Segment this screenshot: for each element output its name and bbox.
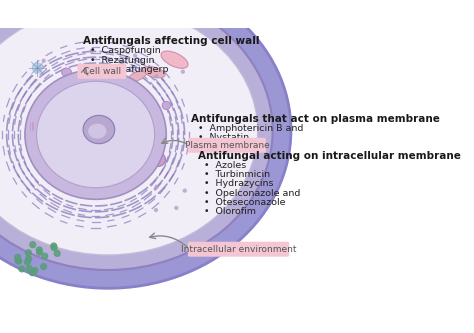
- Circle shape: [19, 266, 25, 272]
- Circle shape: [183, 189, 186, 192]
- FancyBboxPatch shape: [188, 242, 289, 257]
- Ellipse shape: [27, 119, 36, 134]
- Text: Intracellular environment: Intracellular environment: [181, 245, 296, 254]
- Circle shape: [26, 250, 31, 256]
- Text: •  Rezafungin: • Rezafungin: [90, 56, 154, 65]
- Ellipse shape: [150, 153, 165, 166]
- Text: •  Hydrazycins: • Hydrazycins: [204, 179, 274, 188]
- Text: •  Olorofim: • Olorofim: [204, 207, 256, 216]
- Ellipse shape: [0, 6, 258, 255]
- Ellipse shape: [162, 101, 171, 110]
- Circle shape: [175, 206, 178, 209]
- Circle shape: [134, 54, 137, 57]
- Circle shape: [155, 185, 158, 188]
- Ellipse shape: [25, 70, 166, 199]
- Circle shape: [36, 247, 42, 253]
- Circle shape: [42, 253, 48, 259]
- FancyBboxPatch shape: [188, 138, 266, 153]
- Circle shape: [32, 268, 38, 273]
- Ellipse shape: [62, 68, 72, 76]
- Ellipse shape: [88, 124, 106, 139]
- Ellipse shape: [143, 67, 165, 78]
- Text: •  Amphotericin B and: • Amphotericin B and: [198, 124, 303, 133]
- Text: •  Oteseconazole: • Oteseconazole: [204, 198, 286, 207]
- Text: Antifungals that act on plasma membrane: Antifungals that act on plasma membrane: [191, 114, 440, 124]
- Circle shape: [51, 243, 57, 249]
- Circle shape: [51, 245, 57, 251]
- Circle shape: [32, 63, 42, 73]
- Circle shape: [42, 59, 45, 62]
- Circle shape: [29, 270, 35, 276]
- FancyBboxPatch shape: [77, 64, 127, 79]
- Text: •  Caspofungin: • Caspofungin: [90, 46, 161, 55]
- Circle shape: [27, 265, 32, 271]
- Circle shape: [30, 242, 36, 248]
- Text: •  Nystatin: • Nystatin: [198, 133, 249, 142]
- Ellipse shape: [83, 115, 115, 144]
- Text: Cell wall: Cell wall: [83, 67, 121, 76]
- Text: •  Opelconazole and: • Opelconazole and: [204, 188, 301, 197]
- Text: Antifungals affecting cell wall: Antifungals affecting cell wall: [83, 36, 260, 46]
- Circle shape: [41, 264, 46, 269]
- Circle shape: [55, 250, 60, 256]
- Circle shape: [155, 208, 157, 211]
- Text: •  Azoles: • Azoles: [204, 161, 247, 170]
- Circle shape: [155, 75, 158, 78]
- Ellipse shape: [0, 0, 273, 270]
- Ellipse shape: [161, 51, 188, 68]
- Circle shape: [36, 249, 43, 255]
- Circle shape: [16, 258, 22, 264]
- Text: •  Turbinmicin: • Turbinmicin: [204, 170, 271, 179]
- Ellipse shape: [36, 81, 155, 188]
- Circle shape: [25, 259, 30, 265]
- Circle shape: [15, 254, 20, 260]
- Ellipse shape: [0, 0, 291, 288]
- Text: Plasma membrane: Plasma membrane: [184, 141, 269, 150]
- Circle shape: [15, 258, 21, 263]
- Ellipse shape: [128, 71, 146, 81]
- Text: •  Ibrexafungerp: • Ibrexafungerp: [90, 65, 168, 74]
- Circle shape: [182, 70, 184, 73]
- Circle shape: [26, 256, 32, 262]
- Circle shape: [90, 49, 93, 52]
- Text: Antifungal acting on intracellular membrane: Antifungal acting on intracellular membr…: [198, 151, 461, 161]
- Ellipse shape: [122, 80, 136, 90]
